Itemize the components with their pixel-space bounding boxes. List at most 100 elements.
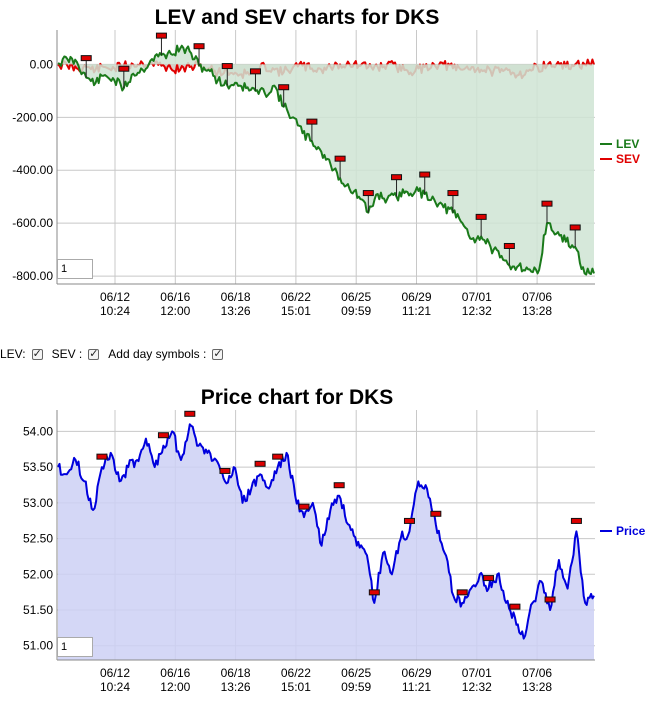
- y-tick-label: 53.00: [23, 496, 53, 510]
- chart-title: Price chart for DKS: [201, 386, 394, 409]
- y-tick-label: 0.00: [30, 57, 54, 71]
- day-symbol: [456, 589, 468, 596]
- day-symbol: [362, 190, 374, 197]
- x-tick-date: 06/25: [341, 290, 371, 304]
- x-tick-time: 12:32: [462, 304, 492, 318]
- day-symbol: [249, 68, 261, 75]
- day-symbol: [419, 171, 431, 178]
- x-tick-date: 06/29: [401, 666, 431, 680]
- x-tick-time: 15:01: [281, 304, 311, 318]
- day-symbol: [570, 517, 582, 524]
- x-tick-time: 12:32: [462, 680, 492, 694]
- y-tick-label: 51.50: [23, 603, 53, 617]
- day-symbol: [80, 55, 92, 62]
- day-symbol: [157, 432, 169, 439]
- x-tick-time: 09:59: [341, 680, 371, 694]
- price-chart-legend: Price: [600, 524, 646, 538]
- day-symbol: [306, 118, 318, 125]
- series-line: [57, 423, 595, 640]
- day-symbol: [221, 63, 233, 70]
- series-line: [57, 44, 595, 276]
- y-tick-label: -400.00: [12, 163, 53, 177]
- legend-label: SEV: [616, 152, 640, 166]
- day-symbol: [569, 224, 581, 231]
- x-tick-date: 06/12: [100, 290, 130, 304]
- x-tick-date: 07/01: [462, 290, 492, 304]
- series-area: [58, 45, 594, 275]
- x-tick-time: 11:21: [402, 680, 431, 694]
- day-symbol: [334, 155, 346, 162]
- series-area: [58, 424, 594, 660]
- x-tick-time: 13:26: [221, 680, 251, 694]
- x-tick-date: 07/01: [462, 666, 492, 680]
- top-chart-day-symbols: [80, 32, 581, 266]
- day-symbol: [368, 589, 380, 596]
- x-tick-time: 15:01: [281, 680, 311, 694]
- day-symbol: [184, 410, 196, 417]
- x-tick-date: 06/25: [341, 666, 371, 680]
- y-tick-label: -200.00: [12, 110, 53, 124]
- price-chart-axes: 54.00 53.50 53.00 52.50 52.00 51.50 51.00 06/12…: [23, 410, 595, 694]
- x-tick-time: 09:59: [341, 304, 371, 318]
- price-chart: Price chart for DKS 54.00 53.50 53.00 52.50…: [23, 386, 646, 694]
- day-symbol: [391, 174, 403, 181]
- day-symbol: [544, 596, 556, 603]
- x-tick-date: 06/16: [160, 290, 190, 304]
- x-tick-date: 06/22: [281, 666, 311, 680]
- day-symbol: [96, 453, 108, 460]
- day-symbol: [193, 43, 205, 50]
- day-symbol: [447, 190, 459, 197]
- x-tick-time: 12:00: [160, 304, 190, 318]
- day-symbol: [509, 603, 521, 610]
- x-tick-time: 10:24: [100, 304, 130, 318]
- day-symbol: [254, 460, 266, 467]
- day-symbol: [118, 65, 130, 72]
- top-chart-axes: 0.00 -200.00 -400.00 -600.00 -800.00 06/1210:…: [12, 30, 595, 318]
- x-tick-time: 13:28: [522, 680, 552, 694]
- price-chart-series: [57, 423, 595, 660]
- day-symbol: [333, 482, 345, 489]
- price-chart-day-symbols: [96, 410, 582, 610]
- toggle-label: Add day symbols :: [108, 347, 207, 361]
- x-tick-date: 06/29: [401, 290, 431, 304]
- day-symbol: [403, 517, 415, 524]
- series-toggles: LEV: SEV : Add day symbols :: [0, 344, 229, 364]
- x-tick-date: 07/06: [522, 290, 552, 304]
- chart-title: LEV and SEV charts for DKS: [155, 6, 440, 29]
- legend-label: LEV: [616, 137, 639, 151]
- price-chart-zoom-input[interactable]: [57, 637, 93, 657]
- day-symbol: [483, 575, 495, 582]
- x-tick-time: 13:26: [221, 304, 251, 318]
- x-tick-date: 06/18: [221, 290, 251, 304]
- y-tick-label: -800.00: [12, 269, 53, 283]
- y-tick-label: 54.00: [23, 424, 53, 438]
- x-tick-date: 06/16: [160, 666, 190, 680]
- x-tick-date: 06/22: [281, 290, 311, 304]
- day-symbol: [475, 213, 487, 220]
- top-chart-zoom-input[interactable]: [57, 259, 93, 279]
- legend-label: Price: [616, 524, 646, 538]
- day-symbol: [503, 242, 515, 249]
- x-tick-time: 12:00: [160, 680, 190, 694]
- x-tick-time: 11:21: [402, 304, 431, 318]
- top-chart-series: [57, 44, 595, 276]
- toggle-checkbox[interactable]: [212, 347, 224, 360]
- lev-sev-chart: LEV and SEV charts for DKS 0.00 -200.00 -4…: [12, 6, 640, 318]
- day-symbol: [430, 510, 442, 517]
- toggle-label: SEV :: [51, 347, 83, 361]
- y-tick-label: -600.00: [12, 216, 53, 230]
- toggle-label: LEV:: [0, 347, 26, 361]
- toggle-checkbox[interactable]: [88, 347, 100, 360]
- day-symbol: [219, 467, 231, 474]
- x-tick-date: 07/06: [522, 666, 552, 680]
- day-symbol: [278, 84, 290, 91]
- x-tick-date: 06/12: [100, 666, 130, 680]
- y-tick-label: 53.50: [23, 460, 53, 474]
- y-tick-label: 51.00: [23, 639, 53, 653]
- day-symbol: [298, 503, 310, 510]
- day-symbol: [155, 32, 167, 39]
- toggle-checkbox[interactable]: [31, 347, 43, 360]
- x-tick-time: 10:24: [100, 680, 130, 694]
- day-symbol: [272, 453, 284, 460]
